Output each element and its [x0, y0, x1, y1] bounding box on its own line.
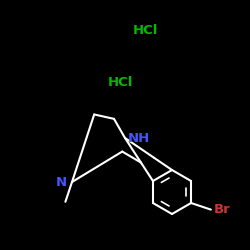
Text: N: N: [56, 176, 67, 188]
Text: HCl: HCl: [108, 76, 134, 90]
Text: NH: NH: [128, 132, 150, 144]
Text: Br: Br: [214, 203, 230, 216]
Text: HCl: HCl: [133, 24, 158, 36]
